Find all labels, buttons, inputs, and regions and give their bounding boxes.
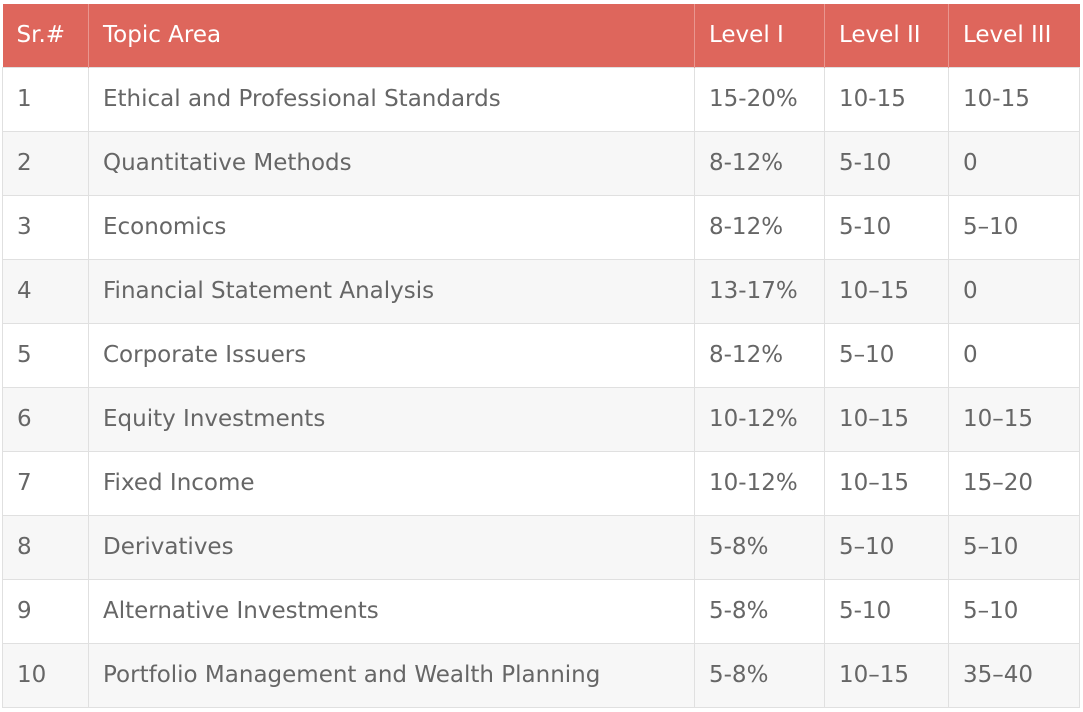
cell-topic-area: Financial Statement Analysis (88, 258, 695, 324)
table-row: 5 Corporate Issuers 8-12% 5–10 0 (2, 322, 1080, 388)
cell-level-3: 0 (948, 322, 1080, 388)
table-row: 10 Portfolio Management and Wealth Plann… (2, 642, 1080, 708)
cell-topic-area: Derivatives (88, 514, 695, 580)
cell-level-2: 10–15 (824, 386, 949, 452)
header-level-2: Level II (824, 4, 949, 67)
cell-sr-no: 5 (2, 322, 89, 388)
table-header: Sr.# Topic Area Level I Level II Level I… (2, 4, 1080, 67)
cell-level-1: 5-8% (694, 578, 825, 644)
cell-sr-no: 7 (2, 450, 89, 516)
cell-level-3: 5–10 (948, 194, 1080, 260)
cell-level-3: 10–15 (948, 386, 1080, 452)
cell-level-1: 8-12% (694, 194, 825, 260)
cell-level-3: 10-15 (948, 66, 1080, 132)
cell-level-1: 10-12% (694, 386, 825, 452)
cell-sr-no: 8 (2, 514, 89, 580)
curriculum-table-container: Sr.# Topic Area Level I Level II Level I… (2, 4, 1080, 708)
cell-level-3: 35–40 (948, 642, 1080, 708)
table-row: 7 Fixed Income 10-12% 10–15 15–20 (2, 450, 1080, 516)
cell-topic-area: Portfolio Management and Wealth Planning (88, 642, 695, 708)
cell-level-2: 10-15 (824, 66, 949, 132)
table-row: 3 Economics 8-12% 5-10 5–10 (2, 194, 1080, 260)
cell-sr-no: 6 (2, 386, 89, 452)
table-row: 4 Financial Statement Analysis 13-17% 10… (2, 258, 1080, 324)
cell-level-1: 10-12% (694, 450, 825, 516)
cell-level-1: 5-8% (694, 642, 825, 708)
cell-level-1: 15-20% (694, 66, 825, 132)
table-row: 8 Derivatives 5-8% 5–10 5–10 (2, 514, 1080, 580)
cell-sr-no: 10 (2, 642, 89, 708)
cell-topic-area: Alternative Investments (88, 578, 695, 644)
cell-topic-area: Ethical and Professional Standards (88, 66, 695, 132)
cell-level-2: 5-10 (824, 130, 949, 196)
cell-level-3: 5–10 (948, 578, 1080, 644)
cell-level-3: 5–10 (948, 514, 1080, 580)
table-row: 9 Alternative Investments 5-8% 5-10 5–10 (2, 578, 1080, 644)
header-topic-area: Topic Area (88, 4, 695, 67)
cell-topic-area: Economics (88, 194, 695, 260)
cell-level-3: 0 (948, 258, 1080, 324)
cell-level-2: 5–10 (824, 322, 949, 388)
cell-sr-no: 4 (2, 258, 89, 324)
table-row: 6 Equity Investments 10-12% 10–15 10–15 (2, 386, 1080, 452)
cell-topic-area: Quantitative Methods (88, 130, 695, 196)
table-body: 1 Ethical and Professional Standards 15-… (2, 66, 1080, 708)
cell-level-1: 5-8% (694, 514, 825, 580)
table-row: 1 Ethical and Professional Standards 15-… (2, 66, 1080, 132)
cell-level-2: 5-10 (824, 578, 949, 644)
cell-sr-no: 3 (2, 194, 89, 260)
cell-topic-area: Fixed Income (88, 450, 695, 516)
cell-topic-area: Corporate Issuers (88, 322, 695, 388)
cell-sr-no: 1 (2, 66, 89, 132)
cell-level-2: 10–15 (824, 258, 949, 324)
cell-level-3: 0 (948, 130, 1080, 196)
cell-level-1: 8-12% (694, 130, 825, 196)
cell-level-2: 10–15 (824, 642, 949, 708)
header-sr-no: Sr.# (2, 4, 89, 67)
cell-level-2: 10–15 (824, 450, 949, 516)
cell-level-1: 8-12% (694, 322, 825, 388)
cell-level-2: 5–10 (824, 514, 949, 580)
header-level-3: Level III (948, 4, 1080, 67)
cell-sr-no: 2 (2, 130, 89, 196)
cell-level-1: 13-17% (694, 258, 825, 324)
cell-topic-area: Equity Investments (88, 386, 695, 452)
cell-level-2: 5-10 (824, 194, 949, 260)
cell-level-3: 15–20 (948, 450, 1080, 516)
table-row: 2 Quantitative Methods 8-12% 5-10 0 (2, 130, 1080, 196)
header-level-1: Level I (694, 4, 825, 67)
cell-sr-no: 9 (2, 578, 89, 644)
curriculum-weights-table: Sr.# Topic Area Level I Level II Level I… (2, 4, 1080, 708)
header-row: Sr.# Topic Area Level I Level II Level I… (2, 4, 1080, 67)
